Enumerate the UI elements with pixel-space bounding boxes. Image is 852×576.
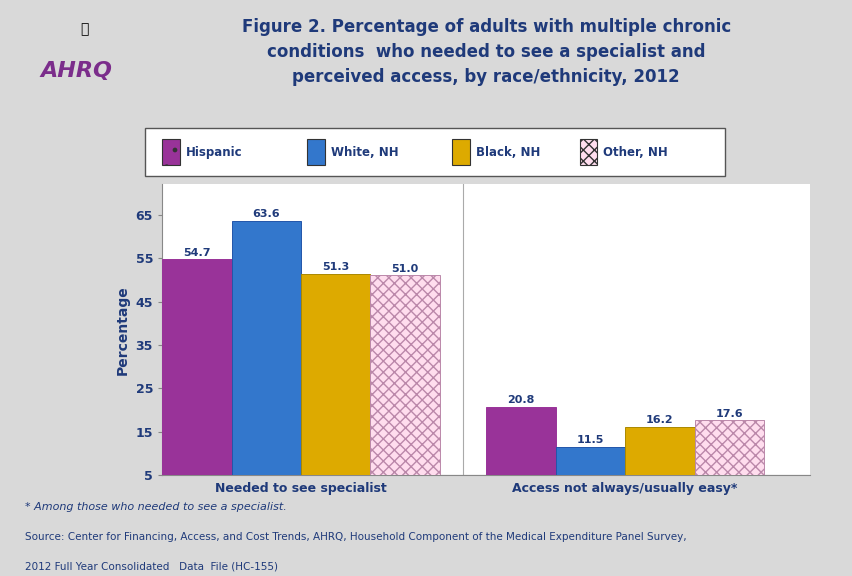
Text: AHRQ: AHRQ: [41, 62, 112, 81]
FancyBboxPatch shape: [145, 128, 724, 176]
Bar: [231, 221, 301, 475]
Text: 17.6: 17.6: [715, 409, 742, 419]
Text: Other, NH: Other, NH: [602, 146, 667, 158]
Text: 20.8: 20.8: [507, 395, 534, 405]
Bar: [162, 259, 231, 475]
Bar: [694, 420, 763, 475]
Text: 🦅: 🦅: [80, 22, 89, 36]
Text: 51.0: 51.0: [391, 264, 418, 274]
Bar: [370, 275, 440, 475]
Bar: [579, 139, 596, 165]
Text: * Among those who needed to see a specialist.: * Among those who needed to see a specia…: [26, 502, 287, 512]
Text: Hispanic: Hispanic: [186, 146, 242, 158]
Text: 63.6: 63.6: [252, 209, 279, 219]
Text: 2012 Full Year Consolidated   Data  File (HC-155): 2012 Full Year Consolidated Data File (H…: [26, 562, 278, 571]
Text: 16.2: 16.2: [645, 415, 673, 425]
Y-axis label: Percentage: Percentage: [116, 285, 130, 374]
Text: Source: Center for Financing, Access, and Cost Trends, AHRQ, Household Component: Source: Center for Financing, Access, an…: [26, 532, 686, 541]
Text: White, NH: White, NH: [331, 146, 398, 158]
Text: 54.7: 54.7: [183, 248, 210, 257]
Bar: [162, 139, 180, 165]
Text: Figure 2. Percentage of adults with multiple chronic
conditions  who needed to s: Figure 2. Percentage of adults with mult…: [241, 18, 730, 86]
Bar: [625, 427, 694, 475]
Bar: [486, 407, 555, 475]
Bar: [452, 139, 469, 165]
Bar: [301, 274, 370, 475]
Bar: [307, 139, 325, 165]
Text: 11.5: 11.5: [576, 435, 603, 445]
Bar: [555, 447, 625, 475]
Text: 51.3: 51.3: [322, 263, 349, 272]
Text: Black, NH: Black, NH: [475, 146, 539, 158]
